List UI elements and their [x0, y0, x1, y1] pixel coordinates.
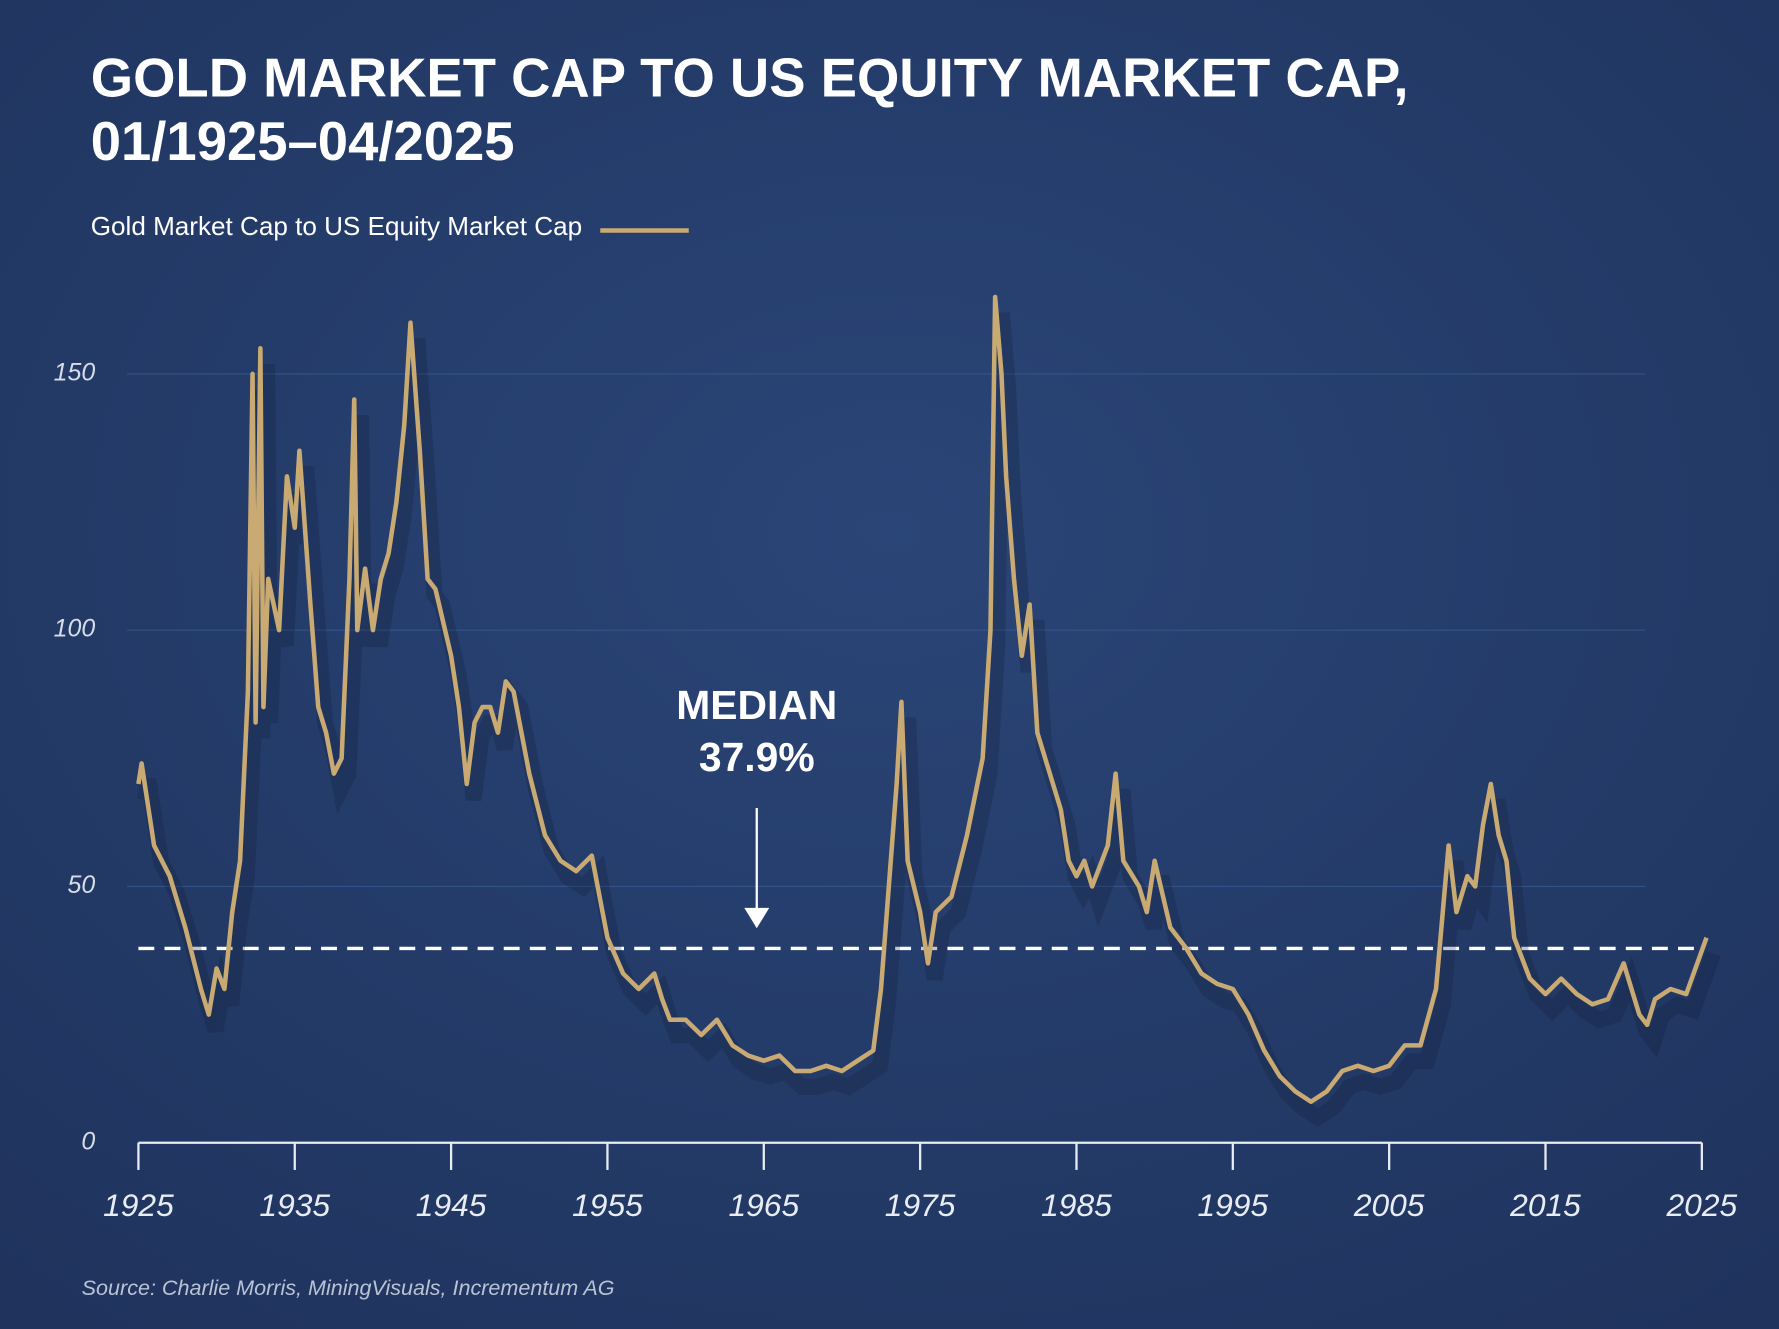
- x-tick-label: 1985: [1041, 1187, 1112, 1223]
- x-tick-label: 1945: [416, 1187, 487, 1223]
- y-tick-label: 0: [81, 1127, 95, 1155]
- median-value-label: 37.9%: [699, 734, 815, 780]
- legend-label: Gold Market Cap to US Equity Market Cap: [91, 211, 582, 241]
- x-tick-label: 1995: [1197, 1187, 1268, 1223]
- data-line: [136, 294, 1709, 1105]
- chart-title: GOLD MARKET CAP TO US EQUITY MARKET CAP,: [91, 47, 1409, 108]
- x-tick-label: 1935: [259, 1187, 330, 1223]
- chart-title: 01/1925–04/2025: [91, 111, 515, 172]
- median-arrowhead: [744, 907, 770, 929]
- x-tick-label: 1965: [728, 1187, 799, 1223]
- y-tick-label: 50: [68, 871, 96, 899]
- x-tick-label: 2025: [1666, 1187, 1738, 1223]
- y-tick-label: 150: [54, 358, 96, 386]
- x-tick-label: 1925: [103, 1187, 174, 1223]
- source: Source: Charlie Morris, MiningVisuals, I…: [82, 1275, 615, 1300]
- line-shadow: [137, 312, 1721, 1128]
- x-tick-label: 1975: [885, 1187, 956, 1223]
- x-tick-label: 2005: [1353, 1187, 1425, 1223]
- x-tick-label: 1955: [572, 1187, 643, 1223]
- median-label: MEDIAN: [676, 682, 837, 728]
- y-tick-label: 100: [54, 615, 96, 643]
- x-tick-label: 2015: [1509, 1187, 1581, 1223]
